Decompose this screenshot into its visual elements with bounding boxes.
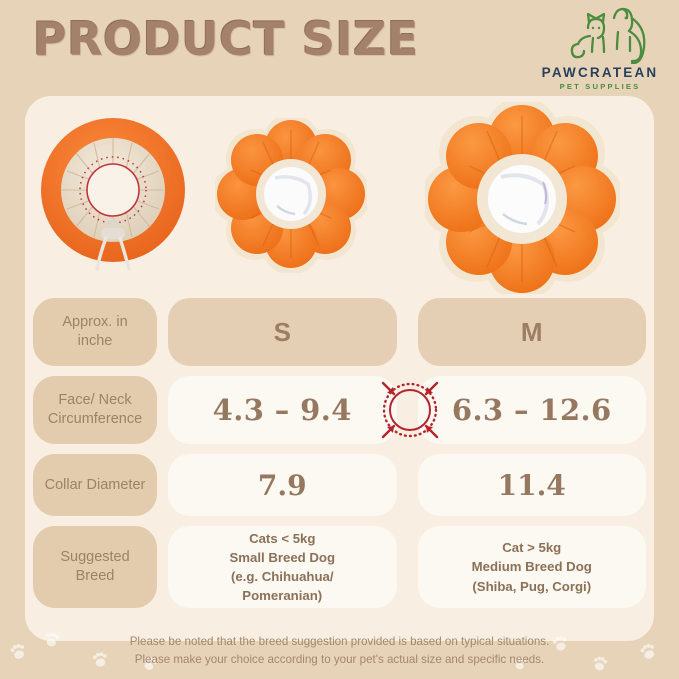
circ-label-line1: Face/ Neck — [58, 392, 132, 409]
page-header: PRODUCT SIZE — [0, 0, 679, 96]
table-header-row: Approx. in inche S M — [33, 298, 646, 366]
brand-name: PAWCRATEAN — [541, 65, 659, 80]
header-label-line2: inche — [77, 333, 113, 349]
circumference-value-s: 4.3 – 9.4 — [168, 376, 397, 444]
breed-label-line1: Suggested — [60, 549, 130, 566]
collar-inner-view-image — [33, 104, 193, 282]
table-header-label: Approx. in inche — [33, 298, 157, 366]
footer-line-2: Please make your choice according to you… — [134, 652, 545, 666]
row-label-circumference: Face/ Neck Circumference — [33, 376, 157, 444]
breed-s-line2: Small Breed Dog — [229, 549, 336, 565]
cat-and-dog-logo-icon — [570, 7, 646, 64]
row-label-breed: Suggested Breed — [33, 526, 157, 608]
collar-size-m-image — [420, 97, 624, 301]
breed-m-line2: Medium Breed Dog — [471, 559, 592, 575]
size-chart-card: Approx. in inche S M Face/ Neck Circumfe… — [25, 96, 654, 641]
table-row-circumference: Face/ Neck Circumference 4.3 – 9.4 6.3 –… — [33, 376, 646, 444]
page-title: PRODUCT SIZE — [33, 12, 419, 66]
breed-value-s: Cats < 5kg Small Breed Dog (e.g. Chihuah… — [168, 526, 397, 608]
breed-m-line1: Cat > 5kg — [502, 540, 562, 556]
footer-line-1: Please be noted that the breed suggestio… — [129, 635, 550, 648]
breed-s-line4: Pomeranian) — [242, 588, 323, 604]
header-label-line1: Approx. in — [62, 314, 128, 331]
breed-label-line2: Breed — [75, 568, 115, 584]
size-header-m: M — [417, 298, 646, 366]
table-row-breed: Suggested Breed Cats < 5kg Small Breed D… — [33, 526, 646, 608]
circumference-value-m: 6.3 – 12.6 — [417, 376, 646, 444]
footer-note: Please be noted that the breed suggestio… — [0, 633, 679, 675]
brand-tagline: PET SUPPLIES — [559, 82, 641, 91]
breed-s-line1: Cats < 5kg — [249, 530, 316, 546]
brand-logo: PAWCRATEAN PET SUPPLIES — [535, 6, 665, 91]
collar-size-s-image — [211, 114, 371, 275]
row-label-diameter: Collar Diameter — [33, 454, 157, 516]
breed-value-m: Cat > 5kg Medium Breed Dog (Shiba, Pug, … — [417, 526, 646, 608]
circumference-measure-icon — [381, 381, 439, 439]
diameter-value-s: 7.9 — [168, 454, 397, 516]
diameter-value-m: 11.4 — [417, 454, 646, 516]
circ-label-line2: Circumference — [47, 411, 143, 427]
paw-print-decoration — [10, 633, 655, 671]
size-table: Approx. in inche S M Face/ Neck Circumfe… — [33, 298, 646, 618]
breed-m-line3: (Shiba, Pug, Corgi) — [472, 578, 592, 594]
breed-s-line3: (e.g. Chihuahua/ — [230, 569, 334, 584]
table-row-diameter: Collar Diameter 7.9 11.4 — [33, 454, 646, 516]
product-image-strip — [25, 96, 654, 301]
size-header-s: S — [168, 298, 397, 366]
